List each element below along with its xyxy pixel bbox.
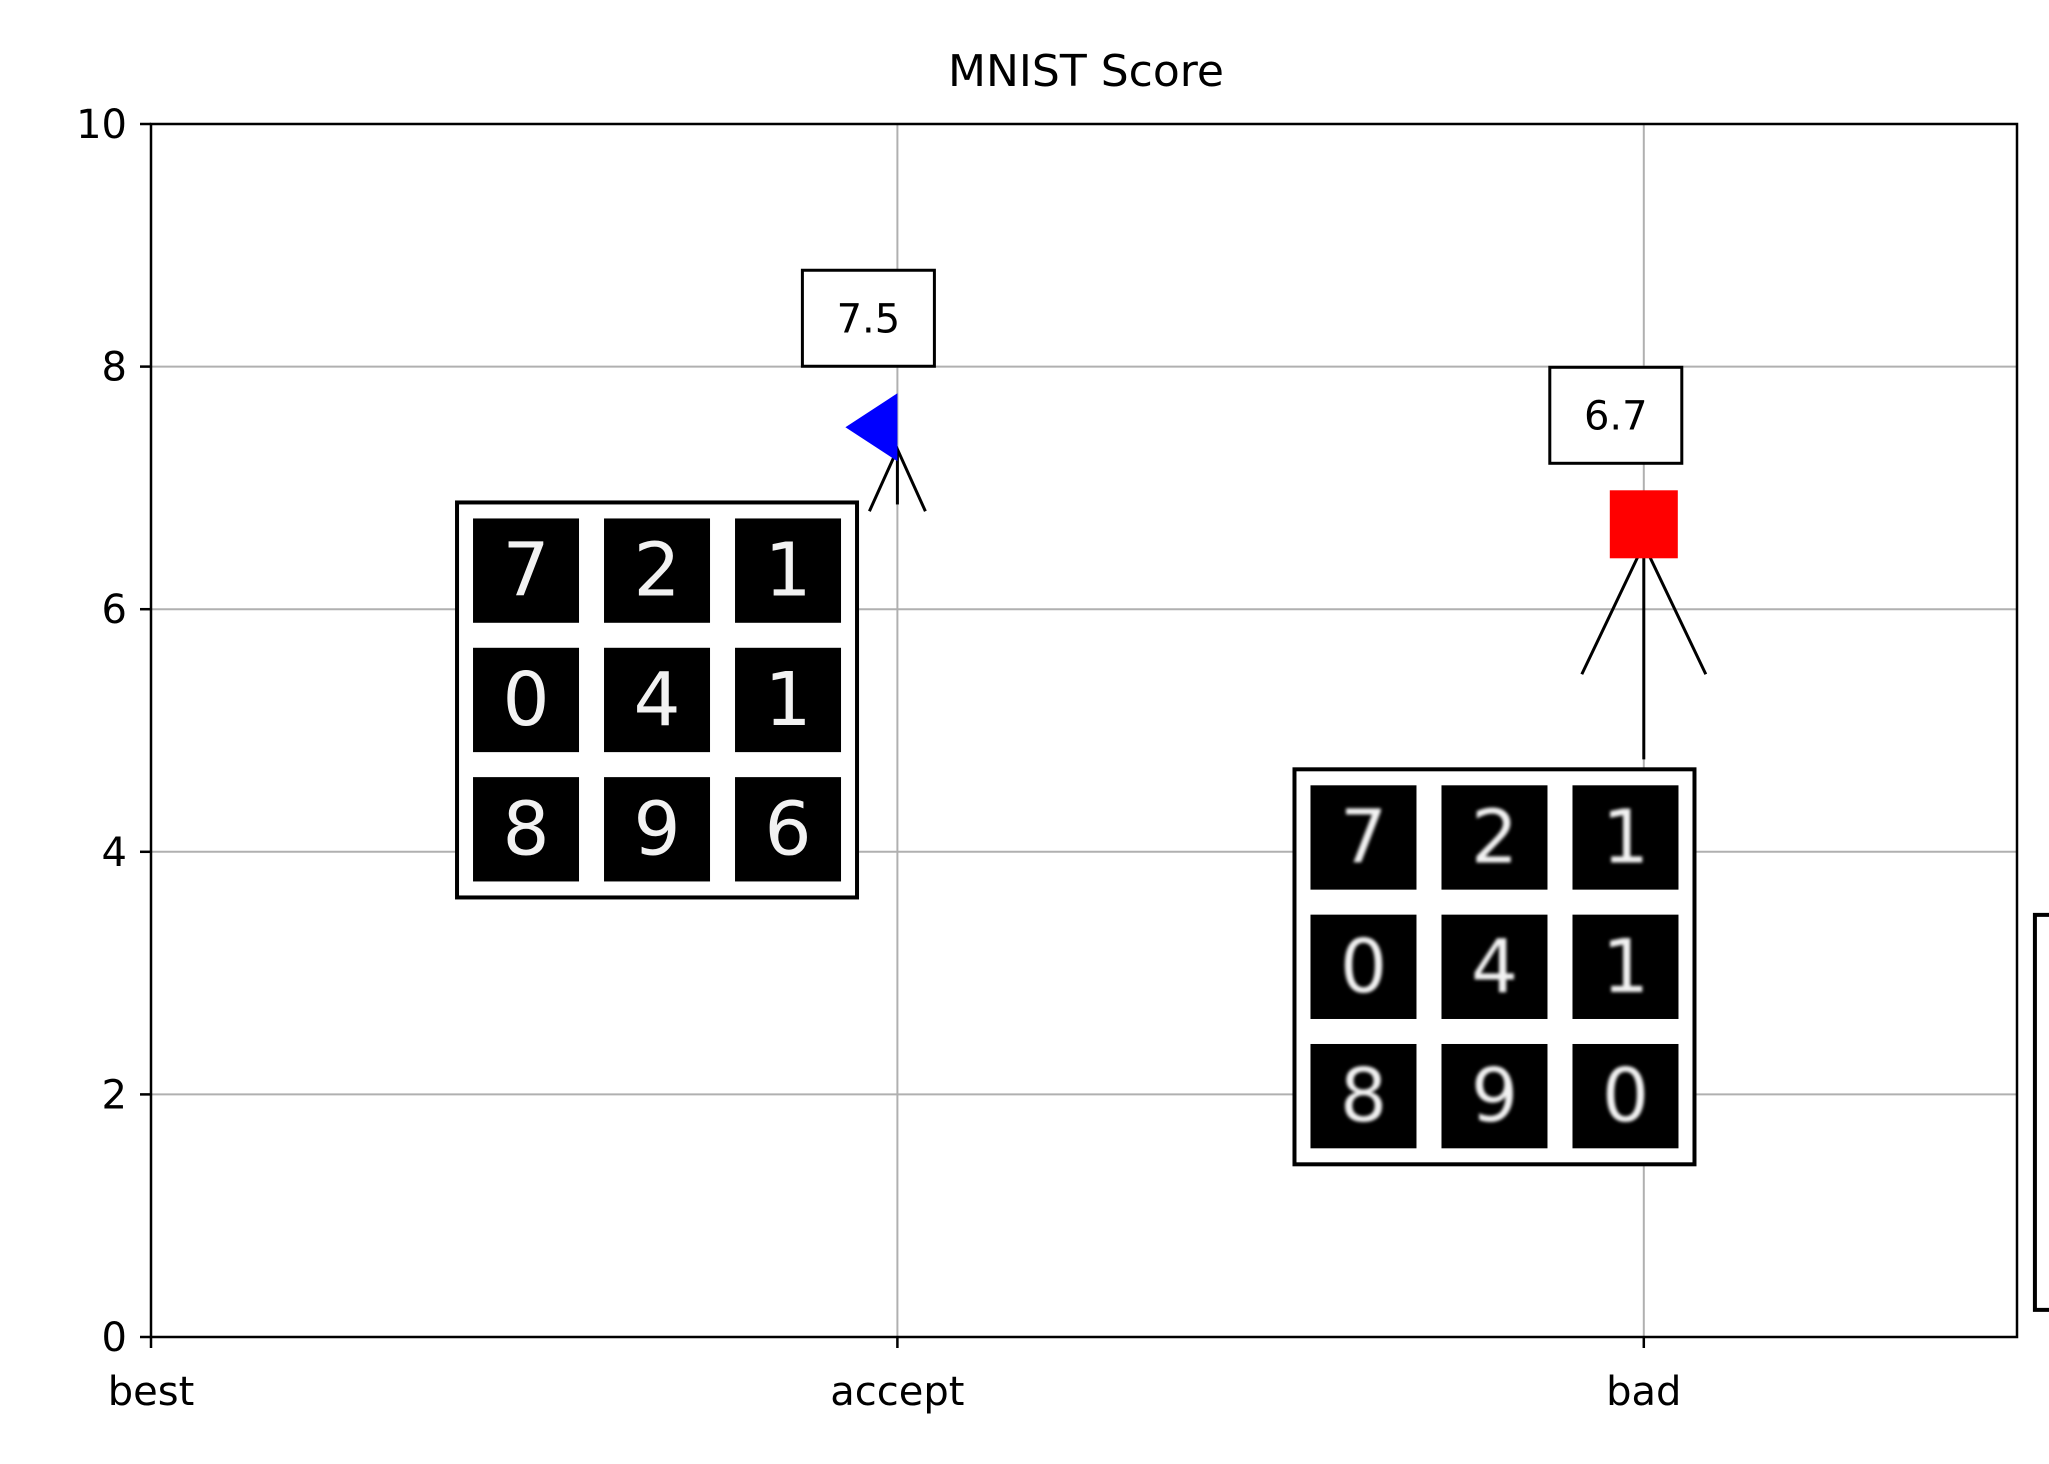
digit-thumbnail (1441, 1043, 1548, 1149)
digit-thumbnail (1572, 914, 1679, 1019)
digit-glyph: 0 (502, 657, 549, 743)
value-label-box (1548, 365, 1684, 465)
digit-glyph: 0 (1602, 1053, 1649, 1139)
digit-glyph: 9 (1471, 1053, 1518, 1139)
digit-thumbnail (604, 777, 711, 882)
digit-glyph: 6 (764, 786, 811, 872)
marker-accept (1609, 490, 1678, 559)
digit-glyph: 0 (1340, 924, 1387, 1010)
chart-title: MNIST Score (948, 46, 1224, 97)
digit-thumbnail (1441, 785, 1548, 890)
digit-thumbnail (604, 647, 711, 753)
digit-thumbnail (735, 647, 842, 753)
digit-glyph: 7 (1340, 794, 1387, 880)
grid (151, 124, 2017, 1337)
digit-thumbnail (473, 777, 580, 882)
digit-glyph: 7 (502, 528, 549, 614)
digit-thumbnail (473, 647, 580, 753)
digit-thumbnail (1572, 1043, 1679, 1149)
y-tick-label: 2 (102, 1072, 127, 1118)
digit-glyph: 1 (764, 657, 811, 743)
digit-glyph: 2 (633, 528, 680, 614)
y-tick-label: 0 (102, 1315, 127, 1361)
digit-thumbnail (1572, 785, 1679, 890)
markers (845, 393, 1678, 559)
sample-grids: 721041896721041890721041540 (455, 500, 2049, 1312)
digit-thumbnail (735, 518, 842, 623)
digit-thumbnail (1310, 914, 1417, 1019)
sample-grid-frame (2032, 912, 2049, 1312)
y-tick-label: 8 (102, 345, 127, 391)
digit-glyph: 8 (1340, 1053, 1387, 1139)
y-tick-label: 4 (102, 830, 127, 876)
value-label: 7.5 (837, 296, 901, 342)
value-label: 6.7 (1584, 393, 1648, 439)
digit-glyph: 4 (1471, 924, 1518, 1010)
y-tick-label: 6 (102, 587, 127, 633)
digit-thumbnail (1310, 1043, 1417, 1149)
value-labels: 7.56.75.5 (800, 268, 1684, 465)
x-tick-label: accept (830, 1369, 964, 1415)
y-tick-label: 10 (76, 102, 127, 148)
digit-glyph: 2 (1471, 794, 1518, 880)
value-label-box (800, 268, 936, 368)
x-tick-label: bad (1606, 1369, 1681, 1415)
digit-glyph: 1 (1602, 924, 1649, 1010)
marker-best (845, 393, 898, 462)
digit-thumbnail (735, 777, 842, 882)
x-tick-label: best (108, 1369, 195, 1415)
digit-thumbnail (473, 518, 580, 623)
digit-glyph: 1 (1602, 794, 1649, 880)
digit-thumbnail (1310, 785, 1417, 890)
plot-frame (149, 122, 2019, 1339)
digit-glyph: 1 (764, 528, 811, 614)
digit-thumbnail (1441, 914, 1548, 1019)
digit-glyph: 9 (633, 786, 680, 872)
digit-glyph: 4 (633, 657, 680, 743)
digit-glyph: 8 (502, 786, 549, 872)
digit-thumbnail (604, 518, 711, 623)
